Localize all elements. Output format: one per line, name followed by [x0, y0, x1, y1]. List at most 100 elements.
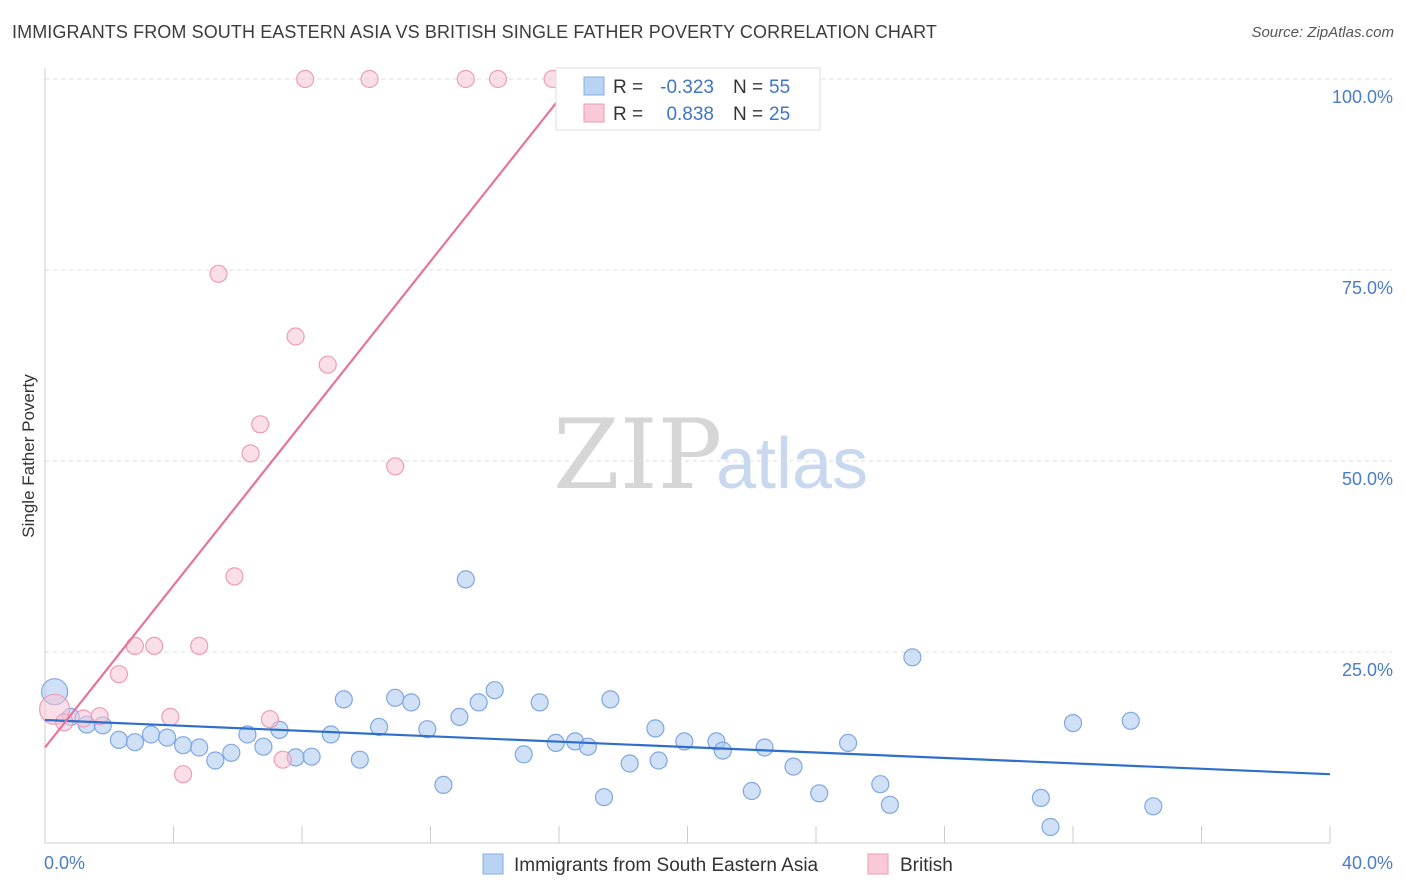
point-immigrants-se-asia — [321, 725, 340, 744]
point-immigrants-se-asia — [141, 725, 161, 744]
point-immigrants-se-asia — [675, 732, 694, 751]
source-label: Source: ZipAtlas.com — [1251, 24, 1394, 41]
point-british — [286, 327, 305, 346]
point-immigrants-se-asia — [903, 648, 922, 667]
point-immigrants-se-asia — [174, 736, 193, 755]
point-immigrants-se-asia — [222, 743, 241, 762]
point-immigrants-se-asia — [386, 688, 405, 707]
point-immigrants-se-asia — [370, 717, 389, 737]
data-points — [38, 69, 1163, 837]
point-immigrants-se-asia — [334, 690, 353, 709]
point-british — [161, 707, 180, 727]
legend-n-value-2: 25 — [769, 104, 790, 125]
point-immigrants-se-asia — [418, 720, 437, 739]
y-tick-label: 25.0% — [1342, 660, 1393, 680]
point-british — [251, 415, 270, 434]
legend-r-label-1: R = — [613, 77, 643, 98]
grid-lines — [45, 78, 1392, 653]
legend-r-value-2: 0.838 — [666, 104, 714, 125]
point-british — [90, 707, 109, 726]
point-immigrants-se-asia — [456, 570, 475, 589]
trend-lines — [44, 78, 1331, 776]
series-legend-label-1: Immigrants from South Eastern Asia — [514, 855, 819, 876]
point-british — [360, 69, 379, 89]
point-british — [145, 636, 164, 656]
series-legend: Immigrants from South Eastern Asia Briti… — [482, 853, 953, 876]
point-immigrants-se-asia — [594, 788, 614, 807]
point-immigrants-se-asia — [1063, 713, 1083, 733]
point-immigrants-se-asia — [450, 707, 469, 727]
point-immigrants-se-asia — [810, 784, 829, 803]
watermark-atlas: atlas — [716, 424, 868, 504]
series-legend-swatch-1 — [482, 853, 504, 875]
point-immigrants-se-asia — [880, 795, 900, 814]
point-british — [209, 264, 228, 283]
watermark: ZIP atlas — [553, 399, 868, 511]
point-immigrants-se-asia — [755, 738, 774, 757]
point-immigrants-se-asia — [302, 747, 321, 766]
point-british — [273, 750, 292, 769]
point-british — [74, 709, 93, 728]
point-immigrants-se-asia — [190, 738, 209, 757]
point-immigrants-se-asia — [469, 693, 488, 712]
point-immigrants-se-asia — [838, 733, 858, 753]
point-immigrants-se-asia — [871, 775, 890, 794]
point-british — [456, 69, 475, 89]
point-immigrants-se-asia — [1121, 711, 1140, 730]
legend-n-value-1: 55 — [769, 77, 790, 98]
point-immigrants-se-asia — [742, 781, 761, 801]
legend-swatch-pink — [583, 103, 605, 123]
y-axis-title: Single Father Poverty — [19, 374, 38, 538]
point-immigrants-se-asia — [125, 733, 144, 752]
point-immigrants-se-asia — [646, 719, 665, 738]
y-tick-label: 100.0% — [1332, 87, 1393, 107]
stats-legend: R = -0.323 N = 55 R = 0.838 N = 25 — [555, 67, 821, 131]
point-british — [488, 69, 508, 89]
point-immigrants-se-asia — [434, 775, 453, 795]
point-immigrants-se-asia — [485, 681, 504, 700]
point-immigrants-se-asia — [601, 690, 620, 709]
point-immigrants-se-asia — [713, 741, 732, 760]
point-british — [260, 710, 279, 729]
legend-r-label-2: R = — [613, 104, 643, 125]
point-british — [174, 765, 193, 784]
series-legend-label-2: British — [900, 855, 953, 876]
point-british — [225, 567, 244, 586]
point-immigrants-se-asia — [1144, 797, 1163, 816]
tick-labels: 25.0% 50.0% 75.0% 100.0% 0.0% 40.0% — [44, 87, 1393, 873]
point-british — [241, 444, 260, 463]
point-immigrants-se-asia — [402, 693, 421, 712]
legend-swatch-blue — [583, 76, 605, 96]
point-immigrants-se-asia — [514, 745, 533, 764]
point-immigrants-se-asia — [350, 750, 369, 769]
point-immigrants-se-asia — [530, 693, 549, 712]
trend-line-immigrants-se-asia — [44, 718, 1331, 776]
point-immigrants-se-asia — [238, 725, 257, 744]
point-immigrants-se-asia — [546, 733, 565, 753]
point-immigrants-se-asia — [1041, 817, 1060, 837]
legend-r-value-1: -0.323 — [660, 77, 714, 98]
point-british — [296, 69, 315, 89]
point-immigrants-se-asia — [1031, 788, 1051, 808]
point-immigrants-se-asia — [649, 751, 668, 770]
point-immigrants-se-asia — [206, 751, 225, 770]
point-british — [386, 457, 405, 476]
trend-line-british — [44, 78, 576, 749]
y-tick-label: 50.0% — [1342, 469, 1393, 489]
point-immigrants-se-asia — [158, 728, 177, 747]
point-british — [190, 636, 209, 656]
y-tick-label: 75.0% — [1342, 278, 1393, 298]
legend-n-label-2: N = — [733, 104, 763, 125]
x-tick-label-min: 0.0% — [44, 853, 85, 873]
series-legend-swatch-2 — [867, 853, 889, 875]
watermark-zip: ZIP — [553, 399, 722, 511]
point-immigrants-se-asia — [578, 737, 598, 756]
point-immigrants-se-asia — [109, 730, 129, 750]
point-british — [109, 665, 129, 684]
point-immigrants-se-asia — [784, 757, 803, 776]
chart-title: IMMIGRANTS FROM SOUTH EASTERN ASIA VS BR… — [12, 22, 937, 42]
legend-n-label-1: N = — [733, 77, 763, 98]
point-immigrants-se-asia — [254, 737, 273, 756]
point-british — [318, 355, 337, 374]
